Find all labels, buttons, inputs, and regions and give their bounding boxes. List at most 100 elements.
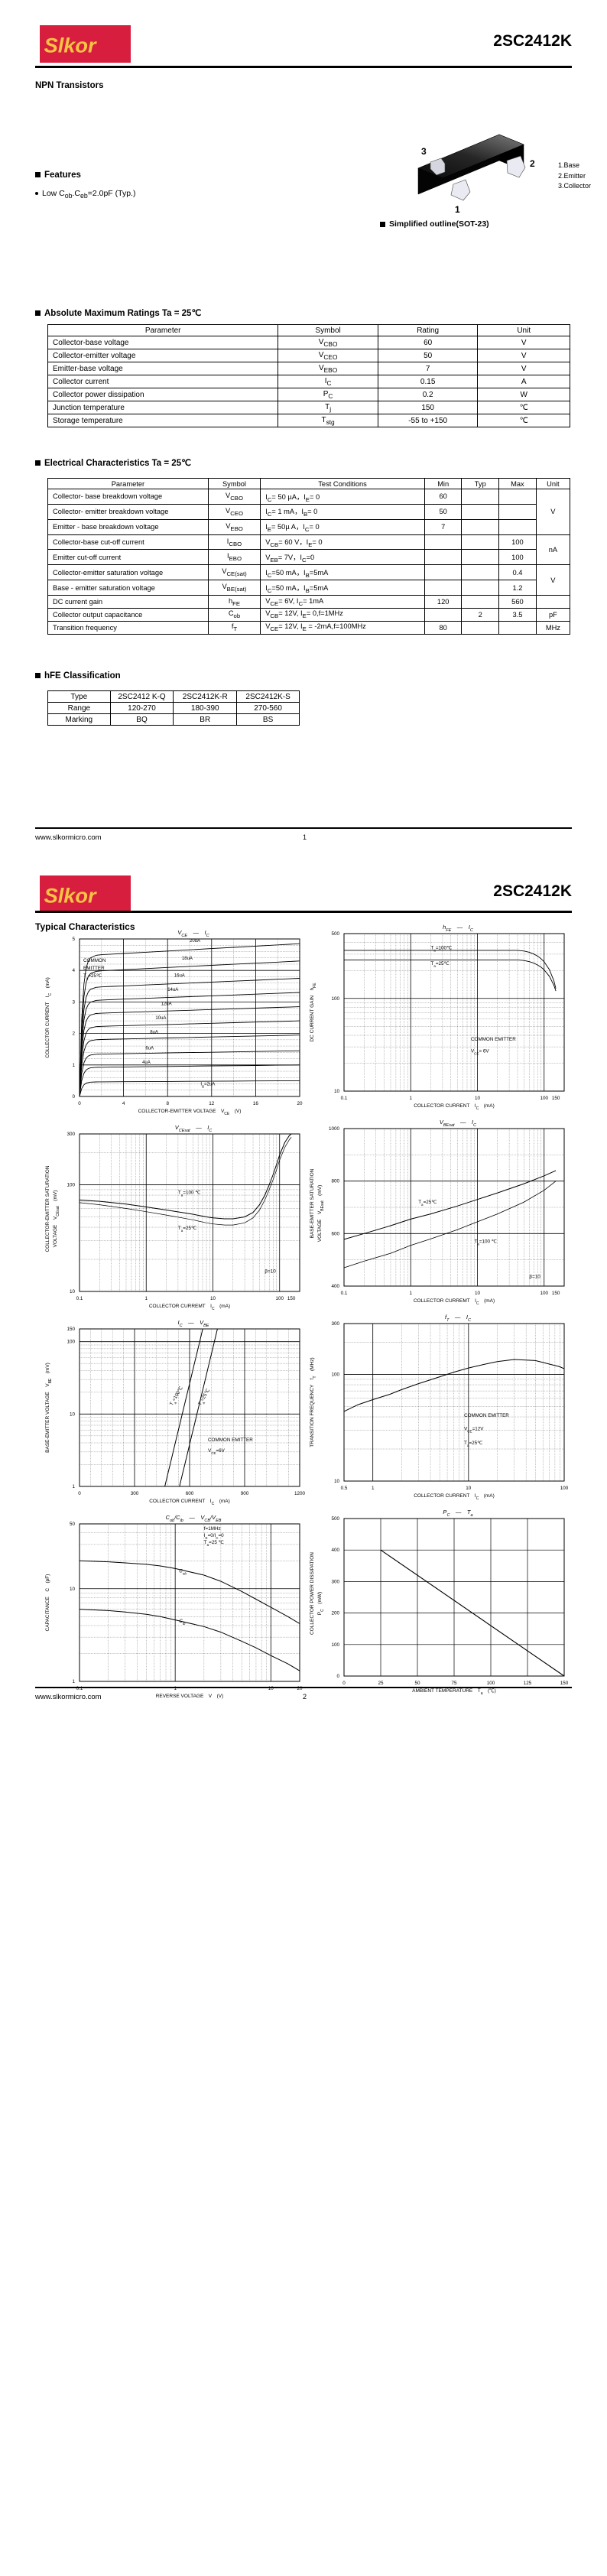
svg-text:100: 100	[275, 1296, 284, 1301]
svg-text:150: 150	[552, 1096, 560, 1101]
svg-text:10: 10	[70, 1587, 76, 1592]
svg-text:fT — IC: fT — IC	[445, 1314, 471, 1323]
svg-text:100: 100	[331, 996, 339, 1002]
svg-text:1200: 1200	[294, 1491, 306, 1496]
svg-text:1: 1	[144, 1296, 148, 1301]
svg-text:2: 2	[530, 158, 535, 169]
svg-text:COLLECTOR CURREMT IC (mA): COLLECTOR CURREMT IC (mA)	[149, 1304, 230, 1311]
svg-text:VCE=12V: VCE=12V	[464, 1427, 484, 1434]
svg-text:10: 10	[475, 1096, 481, 1101]
svg-text:1: 1	[455, 204, 460, 215]
svg-text:300: 300	[131, 1491, 139, 1496]
svg-text:Ta=100℃: Ta=100℃	[431, 945, 453, 952]
svg-text:1: 1	[72, 1484, 75, 1489]
svg-text:Cib: Cib	[179, 1619, 186, 1626]
svg-text:VCE=6V: VCE=6V	[208, 1448, 226, 1455]
svg-text:IB=2uA: IB=2uA	[200, 1083, 215, 1089]
svg-text:COLLECTOR-EMITTER VOLTAGE VCE: COLLECTOR-EMITTER VOLTAGE VCE (V)	[138, 1109, 242, 1116]
svg-text:5: 5	[72, 937, 75, 942]
svg-text:COLLECTOR CURRENT IC (mA): COLLECTOR CURRENT IC (mA)	[45, 977, 53, 1058]
svg-text:16: 16	[253, 1101, 259, 1106]
svg-text:2: 2	[72, 1031, 75, 1037]
svg-text:0.1: 0.1	[76, 1296, 83, 1301]
svg-text:COMMON EMITTER: COMMON EMITTER	[464, 1413, 509, 1418]
svg-text:12: 12	[209, 1101, 215, 1106]
svg-text:Ta=100℃: Ta=100℃	[169, 1385, 185, 1407]
svg-text:75: 75	[451, 1681, 457, 1686]
svg-text:VOLTAGE VBEsat (mV): VOLTAGE VBEsat (mV)	[317, 1185, 325, 1243]
svg-text:8uA: 8uA	[150, 1031, 158, 1035]
svg-text:8: 8	[166, 1101, 169, 1106]
svg-text:300: 300	[331, 1579, 339, 1584]
svg-text:150: 150	[287, 1296, 296, 1301]
svg-text:100: 100	[331, 1372, 339, 1378]
svg-text:BASE-EMITTER VOLTAGE VBE (mV): BASE-EMITTER VOLTAGE VBE (mV)	[45, 1363, 53, 1453]
svg-text:VCE= 6V: VCE= 6V	[471, 1049, 489, 1056]
svg-text:900: 900	[241, 1491, 249, 1496]
svg-text:10: 10	[334, 1089, 340, 1094]
svg-text:150: 150	[552, 1291, 560, 1296]
svg-text:3: 3	[421, 146, 427, 157]
svg-text:300: 300	[331, 1321, 339, 1327]
svg-text:0: 0	[78, 1101, 81, 1106]
svg-text:Ta=25℃: Ta=25℃	[464, 1441, 482, 1447]
svg-text:1: 1	[409, 1291, 412, 1296]
svg-text:150: 150	[560, 1681, 569, 1686]
svg-text:Cob: Cob	[179, 1568, 187, 1575]
svg-text:18uA: 18uA	[182, 957, 193, 961]
svg-text:Cob/Cib — VCB/VEB: Cob/Cib — VCB/VEB	[166, 1514, 222, 1523]
svg-text:14uA: 14uA	[167, 988, 178, 992]
svg-text:400: 400	[331, 1284, 339, 1289]
svg-text:500: 500	[331, 931, 339, 937]
svg-text:COLLECTOR CURRENT IC (mA): COLLECTOR CURRENT IC (mA)	[414, 1103, 495, 1111]
svg-text:AMBIENT TEMPERATURE Ta (℃): AMBIENT TEMPERATURE Ta (℃)	[412, 1688, 496, 1696]
svg-text:IC — VBE: IC — VBE	[178, 1319, 209, 1328]
svg-text:0: 0	[72, 1094, 75, 1100]
svg-text:100: 100	[540, 1291, 548, 1296]
svg-text:f=1MHz: f=1MHz	[204, 1526, 221, 1532]
svg-text:50: 50	[414, 1681, 420, 1686]
svg-text:400: 400	[331, 1548, 339, 1553]
svg-text:REVERSE VOLTAGE V (V): REVERSE VOLTAGE V (V)	[156, 1694, 224, 1699]
svg-text:IE=0/IC=0: IE=0/IC=0	[204, 1533, 224, 1540]
svg-text:3: 3	[72, 999, 75, 1005]
svg-text:10uA: 10uA	[155, 1016, 166, 1021]
svg-text:COLLECTOR POWER DISSIPATION: COLLECTOR POWER DISSIPATION	[310, 1552, 315, 1635]
svg-text:Ta=25℃: Ta=25℃	[431, 961, 450, 968]
svg-text:100: 100	[560, 1486, 569, 1491]
svg-text:COLLECTOR CURREMT IC (mA): COLLECTOR CURREMT IC (mA)	[414, 1298, 495, 1306]
svg-text:Ta=100 ℃: Ta=100 ℃	[178, 1191, 200, 1197]
svg-text:150: 150	[67, 1327, 75, 1332]
svg-text:EMITTER: EMITTER	[83, 966, 105, 971]
svg-text:100: 100	[487, 1681, 495, 1686]
svg-text:VCE — IC: VCE — IC	[177, 929, 209, 938]
svg-text:0.5: 0.5	[341, 1486, 348, 1491]
svg-text:CAPACITANCE C (pF): CAPACITANCE C (pF)	[45, 1574, 50, 1632]
svg-text:4uA: 4uA	[142, 1061, 151, 1065]
svg-text:600: 600	[186, 1491, 194, 1496]
svg-text:β=10: β=10	[529, 1275, 540, 1280]
svg-text:hFE — IC: hFE — IC	[443, 924, 473, 933]
svg-text:6uA: 6uA	[145, 1046, 154, 1051]
svg-text:β=10: β=10	[265, 1269, 276, 1274]
svg-text:500: 500	[331, 1516, 339, 1522]
svg-text:10: 10	[466, 1486, 472, 1491]
svg-text:1000: 1000	[329, 1126, 340, 1132]
svg-text:10: 10	[334, 1479, 340, 1484]
svg-text:COMMON EMITTER: COMMON EMITTER	[208, 1437, 253, 1443]
svg-text:1: 1	[409, 1096, 412, 1101]
svg-text:800: 800	[331, 1179, 339, 1184]
svg-text:10: 10	[70, 1289, 76, 1294]
svg-text:0.1: 0.1	[341, 1291, 348, 1296]
svg-text:COMMON EMITTER: COMMON EMITTER	[471, 1037, 516, 1042]
svg-text:20: 20	[297, 1101, 303, 1106]
svg-text:PC — Ta: PC — Ta	[443, 1509, 472, 1518]
svg-text:COLLECTOR CURRENT IC (mA): COLLECTOR CURRENT IC (mA)	[149, 1499, 230, 1506]
svg-text:TRANSITION FREQUENCY fT (MHz): TRANSITION FREQUENCY fT (MHz)	[310, 1357, 317, 1447]
svg-text:Ta=25 ℃: Ta=25 ℃	[204, 1540, 224, 1547]
svg-text:0: 0	[342, 1681, 346, 1686]
svg-text:10: 10	[475, 1291, 481, 1296]
svg-text:100: 100	[540, 1096, 548, 1101]
svg-text:600: 600	[331, 1231, 339, 1236]
svg-text:12uA: 12uA	[161, 1002, 172, 1007]
